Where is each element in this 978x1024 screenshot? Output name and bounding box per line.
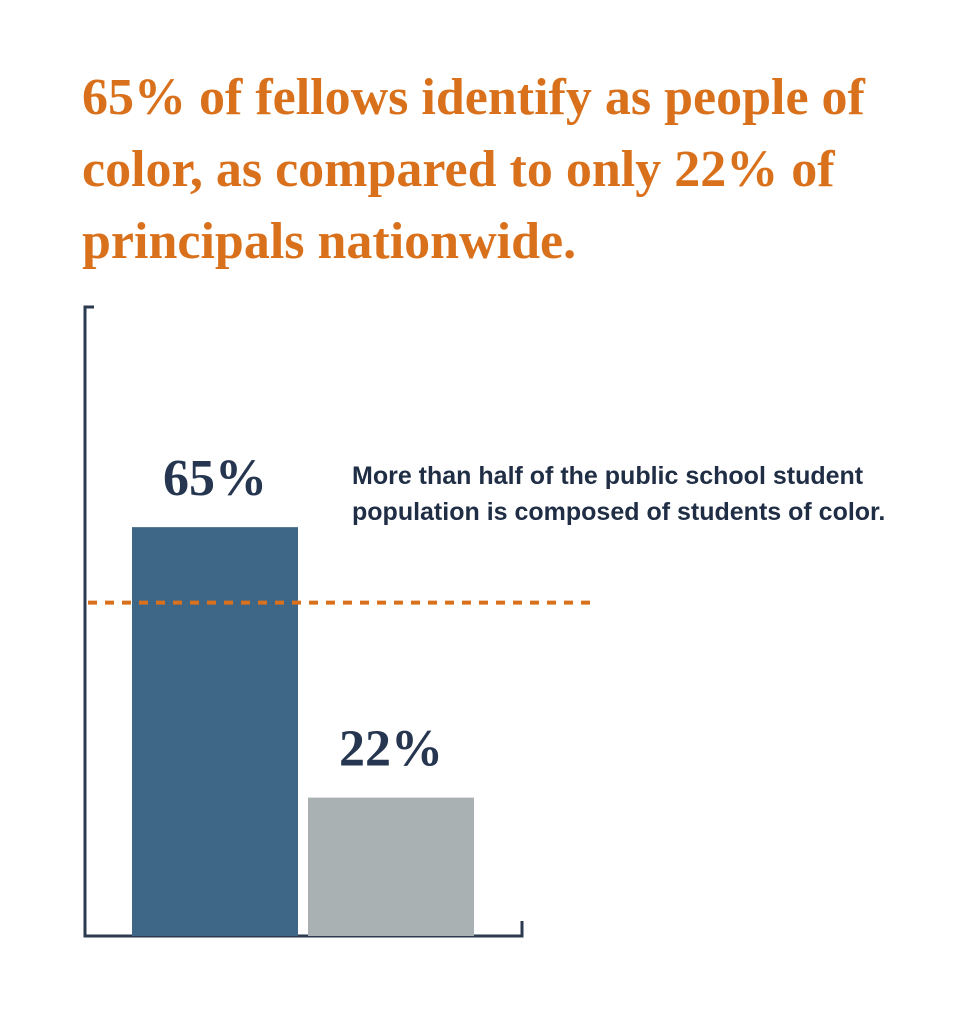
annotation: More than half of the public school stud… [352,462,886,526]
value-label: 22% [339,721,443,778]
chart-title: 65% of fellows identify as people of col… [82,69,865,270]
axes [83,305,524,938]
value-label: 65% [163,450,267,507]
bar [308,797,474,936]
axis-frame [83,305,524,938]
bar [132,527,298,936]
